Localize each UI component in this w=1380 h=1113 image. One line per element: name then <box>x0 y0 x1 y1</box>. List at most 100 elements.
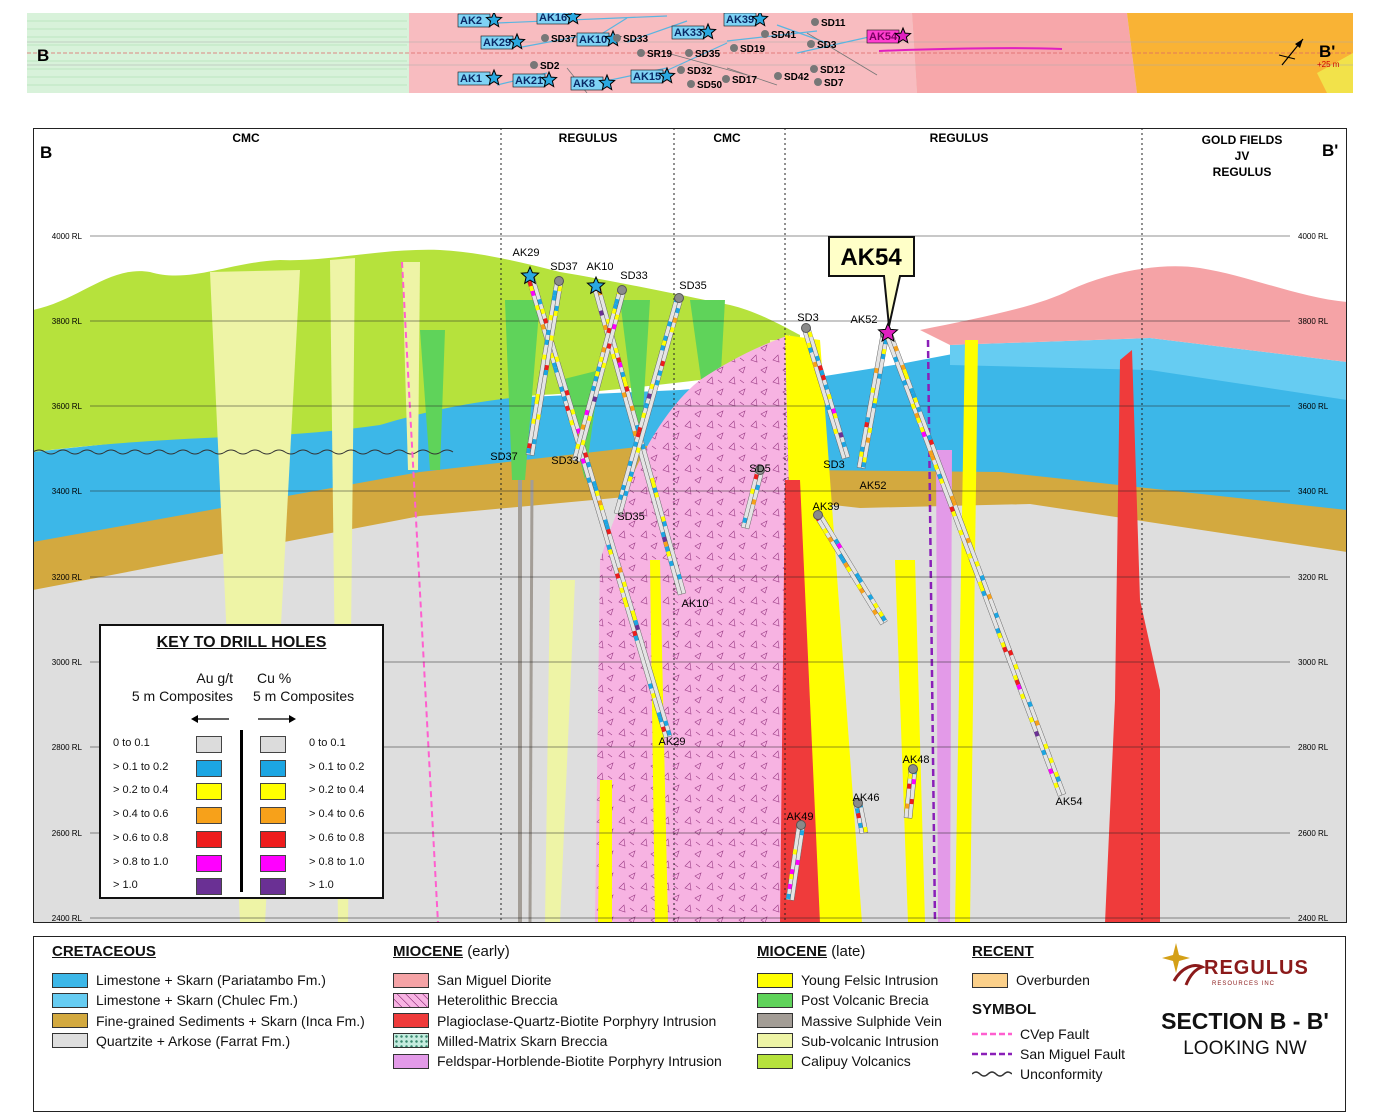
plan-star-icon <box>699 22 717 40</box>
collar-icon <box>617 285 627 295</box>
key-au-swatch <box>196 878 222 896</box>
left-arrow-icon <box>191 712 231 724</box>
plan-star-icon <box>598 73 616 91</box>
legend-item: San Miguel Diorite <box>393 971 551 989</box>
rl-label-right: 3000 RL <box>1298 658 1329 667</box>
rl-label-right: 3600 RL <box>1298 402 1329 411</box>
legend-swatch <box>52 992 88 1008</box>
drill-hole-ak54: AK54 <box>877 321 1082 808</box>
hole-label-top: AK29 <box>513 247 540 259</box>
legend-label: Milled-Matrix Skarn Breccia <box>437 1032 608 1049</box>
plan-hole-label: AK1 <box>460 73 482 85</box>
plan-hole-label: SD33 <box>623 34 648 45</box>
plan-scale-note: +25 m <box>1317 60 1340 69</box>
plan-collar-icon <box>814 78 822 86</box>
zone-label: REGULUS <box>930 131 989 145</box>
legend-item: Calipuy Volcanics <box>757 1052 911 1070</box>
legend-label: Plagioclase-Quartz-Biotite Porphyry Intr… <box>437 1012 717 1029</box>
legend-item: Feldspar-Horblende-Biotite Porphyry Intr… <box>393 1052 722 1070</box>
drill-hole-sd35: SD35 SD35 <box>613 280 707 523</box>
key-cu-swatch <box>260 759 286 777</box>
plan-collar-icon <box>685 49 693 57</box>
plan-hole-label: SD7 <box>824 78 844 89</box>
drill-hole-ak46: AK46 <box>853 792 879 835</box>
key-cu-swatch <box>260 736 286 753</box>
rl-label-left: 4000 RL <box>52 232 83 241</box>
key-cu-label: > 0.6 to 0.8 <box>309 831 365 844</box>
north-arrow-icon <box>1278 38 1304 66</box>
key-cu-swatch <box>260 878 286 896</box>
plan-end-right: B' <box>1319 42 1335 61</box>
plan-star-icon <box>540 70 558 88</box>
legend-item: Quartzite + Arkose (Farrat Fm.) <box>52 1032 290 1050</box>
collar-icon <box>813 510 823 520</box>
drill-hole-ak29: AK29 AK29 <box>513 247 686 748</box>
legend-symbol-item: CVep Fault <box>972 1025 1089 1043</box>
hole-label-bottom: AK10 <box>682 598 709 610</box>
plan-hole-label: AK29 <box>483 37 511 49</box>
hole-label-bottom: AK52 <box>860 480 887 492</box>
legend-label: Calipuy Volcanics <box>801 1053 911 1070</box>
plan-hole-label: SD50 <box>697 80 722 91</box>
plan-collar-icon <box>810 65 818 73</box>
plan-hole-label: SD3 <box>817 40 837 51</box>
fault-line-icon <box>972 1052 1012 1056</box>
legend-item: Plagioclase-Quartz-Biotite Porphyry Intr… <box>393 1012 716 1030</box>
legend-symbol-label: San Miguel Fault <box>1020 1046 1126 1062</box>
plan-hole-label: AK21 <box>515 75 543 87</box>
legend-swatch <box>757 1033 793 1049</box>
collar-icon <box>796 820 806 830</box>
key-title: KEY TO DRILL HOLES <box>156 634 327 651</box>
hole-label-top: AK10 <box>587 261 614 273</box>
plan-hole-label: SD12 <box>820 65 845 76</box>
plan-collar-icon <box>761 30 769 38</box>
logo-name: REGULUS <box>1204 957 1309 979</box>
rl-label-left: 2400 RL <box>52 914 83 923</box>
hole-label-bottom: SD33 <box>551 455 579 467</box>
hole-label-top: SD5 <box>749 463 770 475</box>
plan-hole-label: AK15 <box>633 71 661 83</box>
key-au-label: 0 to 0.1 <box>113 737 150 749</box>
drill-hole-ak52: AK52 AK52 <box>851 314 890 492</box>
legend-swatch <box>393 992 429 1008</box>
plan-hole-label: AK33 <box>674 27 702 39</box>
key-cu-label: > 0.4 to 0.6 <box>309 808 365 821</box>
plan-hole-label: SR19 <box>647 49 672 60</box>
rl-label-right: 2600 RL <box>1298 829 1329 838</box>
legend-miocene-late-title: MIOCENE (late) <box>757 943 866 960</box>
legend-swatch <box>52 1013 88 1029</box>
key-cu-swatch <box>260 807 286 825</box>
legend-swatch <box>757 992 793 1008</box>
key-cu-swatch <box>260 854 286 872</box>
collar-star-icon <box>877 321 899 343</box>
rl-label-right: 3400 RL <box>1298 487 1329 496</box>
plan-collar-icon <box>677 66 685 74</box>
hole-label-bottom: SD3 <box>823 459 844 471</box>
legend-label: Sub-volcanic Intrusion <box>801 1032 939 1049</box>
legend-label: Young Felsic Intrusion <box>801 972 939 988</box>
plan-hole-label: SD2 <box>540 61 560 72</box>
key-au-swatch <box>196 830 222 848</box>
collar-star-icon <box>520 265 540 285</box>
hole-label-top: SD37 <box>550 261 578 273</box>
rl-label-left: 3200 RL <box>52 573 83 582</box>
zone-label: CMC <box>713 131 741 145</box>
rl-label-left: 3800 RL <box>52 317 83 326</box>
rl-label-left: 3600 RL <box>52 402 83 411</box>
legend-miocene-early-title: MIOCENE (early) <box>393 943 510 960</box>
legend-swatch <box>393 1013 429 1029</box>
hole-label-top: SD3 <box>797 312 818 324</box>
hole-label-bottom: SD37 <box>490 451 518 463</box>
plan-hole-label: AK16 <box>539 13 567 24</box>
gold-fields-line-1: GOLD FIELDS <box>1202 133 1283 147</box>
rl-label-right: 2800 RL <box>1298 743 1329 752</box>
legend-swatch <box>757 972 793 988</box>
legend-cretaceous-title: CRETACEOUS <box>52 943 156 960</box>
legend-label: Post Volcanic Brecia <box>801 992 929 1009</box>
plan-collar-icon <box>811 18 819 26</box>
drill-hole-sd37: SD37 SD37 <box>490 261 578 463</box>
ak54-callout: AK54 <box>828 236 915 327</box>
drill-hole-sd3: SD3 SD3 <box>797 312 851 471</box>
legend-label: Quartzite + Arkose (Farrat Fm.) <box>96 1032 291 1049</box>
